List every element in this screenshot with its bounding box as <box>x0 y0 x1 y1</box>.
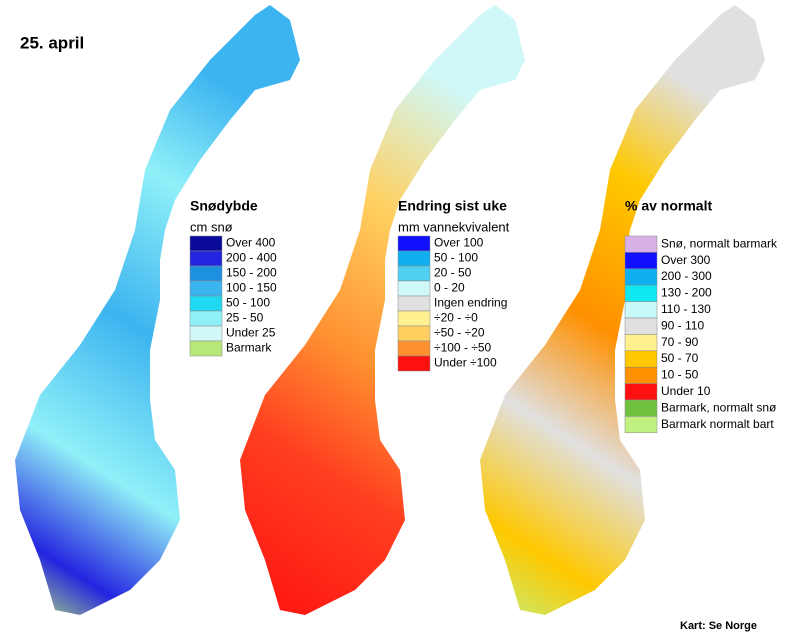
legend-label: ÷100 - ÷50 <box>434 341 492 355</box>
legend-swatch <box>624 383 658 401</box>
legend-subtitle: mm vannekvivalent <box>398 219 510 234</box>
credit: Kart: Se Norge <box>680 620 757 632</box>
legend-title: Snødybde <box>190 198 258 214</box>
legend-swatch <box>397 265 431 282</box>
legend-swatch <box>189 310 223 327</box>
legend-swatch <box>397 310 431 327</box>
legend-label: Over 100 <box>434 236 484 250</box>
percent-normal-map <box>480 5 765 615</box>
legend-subtitle: cm snø <box>190 219 233 234</box>
legend-swatch <box>624 284 658 302</box>
legend-swatch <box>397 355 431 372</box>
legend-label: Barmark normalt bart <box>661 417 774 431</box>
legend-label: 0 - 20 <box>434 281 465 295</box>
legend-swatch <box>624 235 658 253</box>
legend-label: 90 - 110 <box>661 318 704 332</box>
legend-label: ÷20 - ÷0 <box>434 311 478 325</box>
legend-label: 130 - 200 <box>661 286 712 300</box>
legend-label: 110 - 130 <box>661 302 711 316</box>
legend-label: 150 - 200 <box>226 266 277 280</box>
legend-swatch <box>624 334 658 352</box>
legend-swatch <box>189 280 223 297</box>
legend-label: 10 - 50 <box>661 368 699 382</box>
legend-swatch <box>624 350 658 368</box>
legend-swatch <box>397 250 431 267</box>
legend-swatch <box>189 295 223 312</box>
legend-label: 200 - 400 <box>226 251 277 265</box>
legend-label: Under ÷100 <box>434 356 497 370</box>
legend-swatch <box>624 301 658 319</box>
legend-label: Under 25 <box>226 326 276 340</box>
legend-label: 25 - 50 <box>226 311 264 325</box>
legend-swatch <box>397 295 431 312</box>
legend-swatch <box>397 235 431 252</box>
legend-swatch <box>624 268 658 286</box>
legend-label: 50 - 100 <box>434 251 478 265</box>
legend-swatch <box>189 235 223 252</box>
legend-swatch <box>624 399 658 417</box>
date: 25. april <box>20 33 84 52</box>
legend-swatch <box>397 280 431 297</box>
legend-swatch <box>397 325 431 342</box>
legend-label: 50 - 70 <box>661 351 699 365</box>
legend-swatch <box>624 252 658 270</box>
legend-label: Barmark, normalt snø <box>661 400 777 414</box>
legend-label: Over 400 <box>226 236 276 250</box>
legend-label: Snø, normalt barmark <box>661 236 778 250</box>
legend-swatch <box>397 340 431 357</box>
legend-title: Endring sist uke <box>398 198 507 214</box>
legend-swatch <box>189 250 223 267</box>
legend-swatch <box>189 265 223 282</box>
legend-label: Barmark <box>226 341 272 355</box>
weekly-change-map <box>240 5 525 615</box>
legend-swatch <box>624 366 658 384</box>
legend-swatch <box>624 317 658 335</box>
legend-label: 20 - 50 <box>434 266 472 280</box>
legend-swatch <box>189 340 223 357</box>
legend-label: 50 - 100 <box>226 296 270 310</box>
legend-swatch <box>189 325 223 342</box>
legend-label: Under 10 <box>661 384 711 398</box>
legend-label: Over 300 <box>661 253 711 267</box>
legend-label: 200 - 300 <box>661 269 712 283</box>
legend-label: Ingen endring <box>434 296 507 310</box>
legend-label: 100 - 150 <box>226 281 277 295</box>
legend-label: ÷50 - ÷20 <box>434 326 485 340</box>
legend-title: % av normalt <box>625 198 712 214</box>
legend-swatch <box>624 416 658 434</box>
legend-label: 70 - 90 <box>661 335 699 349</box>
